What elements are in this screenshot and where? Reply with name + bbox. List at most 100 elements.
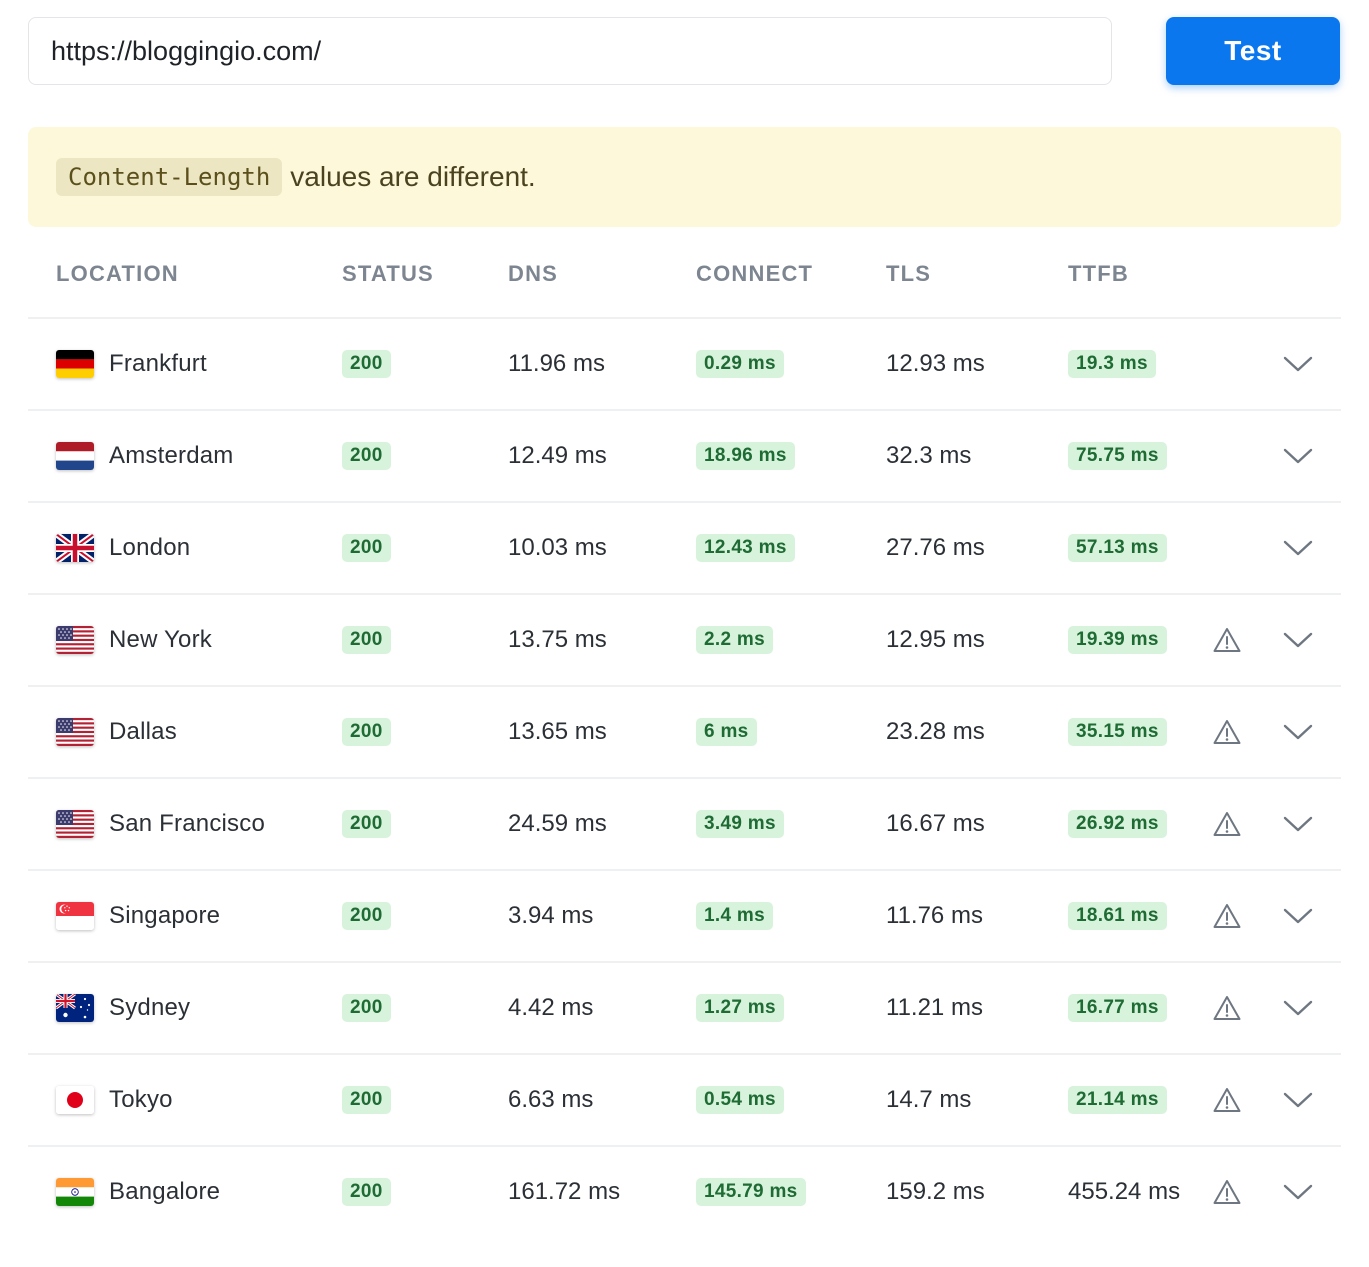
uk-flag-icon bbox=[56, 503, 94, 593]
usa-flag-icon bbox=[56, 687, 94, 777]
connect-badge: 0.54 ms bbox=[696, 1086, 784, 1114]
status-badge: 200 bbox=[342, 810, 391, 838]
dns-value: 11.96 ms bbox=[508, 350, 605, 377]
dns-value: 3.94 ms bbox=[508, 902, 594, 929]
chevron-down-icon[interactable] bbox=[1282, 595, 1314, 685]
status-badge: 200 bbox=[342, 1086, 391, 1114]
status-badge: 200 bbox=[342, 534, 391, 562]
connect-badge: 12.43 ms bbox=[696, 534, 795, 562]
tls-value: 27.76 ms bbox=[886, 534, 985, 561]
tls-value: 11.76 ms bbox=[886, 902, 983, 929]
dns-value: 161.72 ms bbox=[508, 1178, 621, 1205]
location-name: San Francisco bbox=[109, 810, 265, 837]
test-button[interactable]: Test bbox=[1166, 17, 1340, 85]
status-badge: 200 bbox=[342, 718, 391, 746]
chevron-down-icon[interactable] bbox=[1282, 687, 1314, 777]
status-badge: 200 bbox=[342, 994, 391, 1022]
table-row[interactable]: Amsterdam 200 12.49 ms 18.96 ms 32.3 ms … bbox=[28, 411, 1341, 503]
tls-value: 11.21 ms bbox=[886, 994, 983, 1021]
tls-value: 32.3 ms bbox=[886, 442, 972, 469]
tls-value: 16.67 ms bbox=[886, 810, 985, 837]
warning-icon[interactable] bbox=[1212, 871, 1242, 961]
column-header-location: LOCATION bbox=[56, 261, 179, 286]
location-name: Frankfurt bbox=[109, 350, 207, 377]
ttfb-badge: 19.3 ms bbox=[1068, 350, 1156, 378]
chevron-down-icon[interactable] bbox=[1282, 1055, 1314, 1145]
connect-badge: 1.27 ms bbox=[696, 994, 784, 1022]
ttfb-badge: 18.61 ms bbox=[1068, 902, 1167, 930]
tls-value: 12.95 ms bbox=[886, 626, 985, 653]
japan-flag-icon bbox=[56, 1055, 94, 1145]
singapore-flag-icon bbox=[56, 871, 94, 961]
dns-value: 13.65 ms bbox=[508, 718, 607, 745]
location-name: London bbox=[109, 534, 191, 561]
ttfb-badge: 35.15 ms bbox=[1068, 718, 1167, 746]
table-row[interactable]: Singapore 200 3.94 ms 1.4 ms 11.76 ms 18… bbox=[28, 871, 1341, 963]
dns-value: 10.03 ms bbox=[508, 534, 607, 561]
dns-value: 12.49 ms bbox=[508, 442, 607, 469]
status-badge: 200 bbox=[342, 902, 391, 930]
connect-badge: 6 ms bbox=[696, 718, 757, 746]
dns-value: 4.42 ms bbox=[508, 994, 594, 1021]
dns-value: 13.75 ms bbox=[508, 626, 607, 653]
location-name: Tokyo bbox=[109, 1086, 173, 1113]
chevron-down-icon[interactable] bbox=[1282, 779, 1314, 869]
ttfb-badge: 19.39 ms bbox=[1068, 626, 1167, 654]
australia-flag-icon bbox=[56, 963, 94, 1053]
connect-badge: 0.29 ms bbox=[696, 350, 784, 378]
ttfb-badge: 16.77 ms bbox=[1068, 994, 1167, 1022]
column-header-tls: TLS bbox=[886, 261, 932, 286]
table-row[interactable]: Tokyo 200 6.63 ms 0.54 ms 14.7 ms 21.14 … bbox=[28, 1055, 1341, 1147]
status-badge: 200 bbox=[342, 350, 391, 378]
warning-icon[interactable] bbox=[1212, 779, 1242, 869]
chevron-down-icon[interactable] bbox=[1282, 963, 1314, 1053]
warning-icon[interactable] bbox=[1212, 963, 1242, 1053]
chevron-down-icon[interactable] bbox=[1282, 871, 1314, 961]
status-badge: 200 bbox=[342, 626, 391, 654]
tls-value: 23.28 ms bbox=[886, 718, 985, 745]
ttfb-badge: 26.92 ms bbox=[1068, 810, 1167, 838]
table-row[interactable]: Sydney 200 4.42 ms 1.27 ms 11.21 ms 16.7… bbox=[28, 963, 1341, 1055]
table-row[interactable]: New York 200 13.75 ms 2.2 ms 12.95 ms 19… bbox=[28, 595, 1341, 687]
tls-value: 14.7 ms bbox=[886, 1086, 972, 1113]
difference-notice: Content-Length values are different. bbox=[28, 127, 1341, 227]
connect-badge: 2.2 ms bbox=[696, 626, 773, 654]
location-name: Sydney bbox=[109, 994, 191, 1021]
location-name: Dallas bbox=[109, 718, 177, 745]
connect-badge: 1.4 ms bbox=[696, 902, 773, 930]
table-row[interactable]: London 200 10.03 ms 12.43 ms 27.76 ms 57… bbox=[28, 503, 1341, 595]
status-badge: 200 bbox=[342, 442, 391, 470]
warning-icon[interactable] bbox=[1212, 1147, 1242, 1237]
ttfb-badge: 21.14 ms bbox=[1068, 1086, 1167, 1114]
table-header: LOCATION STATUS DNS CONNECT TLS TTFB bbox=[28, 228, 1341, 319]
results-table: Frankfurt 200 11.96 ms 0.29 ms 12.93 ms … bbox=[28, 319, 1341, 1239]
dns-value: 6.63 ms bbox=[508, 1086, 594, 1113]
warning-icon[interactable] bbox=[1212, 1055, 1242, 1145]
column-header-ttfb: TTFB bbox=[1068, 261, 1130, 286]
location-name: New York bbox=[109, 626, 212, 653]
ttfb-value: 455.24 ms bbox=[1068, 1178, 1181, 1205]
india-flag-icon bbox=[56, 1147, 94, 1237]
germany-flag-icon bbox=[56, 319, 94, 409]
tls-value: 12.93 ms bbox=[886, 350, 985, 377]
table-row[interactable]: Dallas 200 13.65 ms 6 ms 23.28 ms 35.15 … bbox=[28, 687, 1341, 779]
table-row[interactable]: San Francisco 200 24.59 ms 3.49 ms 16.67… bbox=[28, 779, 1341, 871]
location-name: Singapore bbox=[109, 902, 221, 929]
column-header-status: STATUS bbox=[342, 261, 434, 286]
table-row[interactable]: Frankfurt 200 11.96 ms 0.29 ms 12.93 ms … bbox=[28, 319, 1341, 411]
notice-message: values are different. bbox=[290, 161, 536, 192]
usa-flag-icon bbox=[56, 779, 94, 869]
table-row[interactable]: Bangalore 200 161.72 ms 145.79 ms 159.2 … bbox=[28, 1147, 1341, 1239]
location-name: Amsterdam bbox=[109, 442, 234, 469]
connect-badge: 145.79 ms bbox=[696, 1178, 806, 1206]
location-name: Bangalore bbox=[109, 1178, 221, 1205]
chevron-down-icon[interactable] bbox=[1282, 1147, 1314, 1237]
chevron-down-icon[interactable] bbox=[1282, 411, 1314, 501]
chevron-down-icon[interactable] bbox=[1282, 319, 1314, 409]
warning-icon[interactable] bbox=[1212, 687, 1242, 777]
url-input[interactable] bbox=[28, 17, 1112, 85]
chevron-down-icon[interactable] bbox=[1282, 503, 1314, 593]
dns-value: 24.59 ms bbox=[508, 810, 607, 837]
warning-icon[interactable] bbox=[1212, 595, 1242, 685]
status-badge: 200 bbox=[342, 1178, 391, 1206]
